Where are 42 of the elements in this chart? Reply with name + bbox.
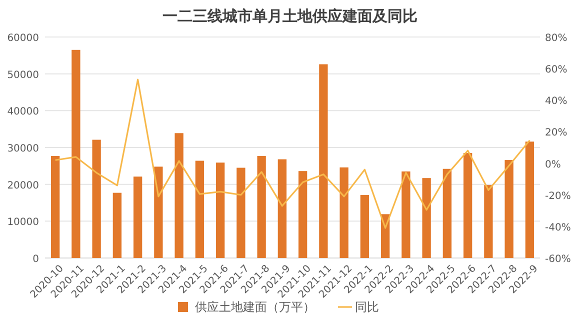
bar	[216, 162, 225, 258]
bar	[360, 195, 370, 258]
bar	[319, 64, 328, 258]
bar	[402, 171, 410, 258]
chart-title: 一二三线城市单月土地供应建面及同比	[162, 7, 418, 25]
bar	[504, 160, 514, 258]
y-tick-label: 60000	[7, 33, 39, 44]
line-series	[54, 78, 530, 229]
y-tick-label: 40000	[7, 106, 39, 118]
y2-tick-label: -60%	[545, 254, 571, 265]
bar	[340, 167, 348, 258]
bar	[422, 178, 431, 258]
y2-tick-label: 80%	[545, 33, 568, 44]
y-tick-label: 10000	[7, 217, 39, 228]
bar	[484, 185, 493, 258]
bar	[112, 192, 122, 258]
bar	[50, 156, 60, 258]
bar	[133, 176, 142, 258]
bar	[236, 168, 246, 258]
y2-tick-label: 60%	[545, 64, 568, 76]
y-tick-label: 0	[32, 254, 39, 265]
bar	[92, 140, 101, 258]
bar	[463, 153, 472, 258]
bar	[442, 168, 452, 258]
y-tick-label: 20000	[7, 180, 39, 192]
y2-tick-label: 0%	[545, 159, 561, 170]
y-tick-label: 50000	[7, 70, 39, 81]
y2-tick-label: -20%	[545, 190, 571, 202]
bar	[195, 160, 204, 258]
legend-label: 供应土地建面（万平）	[195, 300, 315, 314]
y-tick-label: 30000	[7, 144, 39, 154]
bar	[174, 133, 184, 258]
y2-tick-label: -40%	[545, 222, 571, 234]
y2-tick-label: 40%	[545, 96, 568, 108]
bar	[298, 171, 308, 258]
bar	[154, 166, 163, 258]
bar	[72, 50, 80, 258]
legend-label: 同比	[355, 300, 379, 314]
y2-tick-label: 20%	[545, 128, 568, 139]
bar	[257, 156, 266, 258]
bar	[525, 142, 534, 258]
bar	[278, 159, 287, 258]
